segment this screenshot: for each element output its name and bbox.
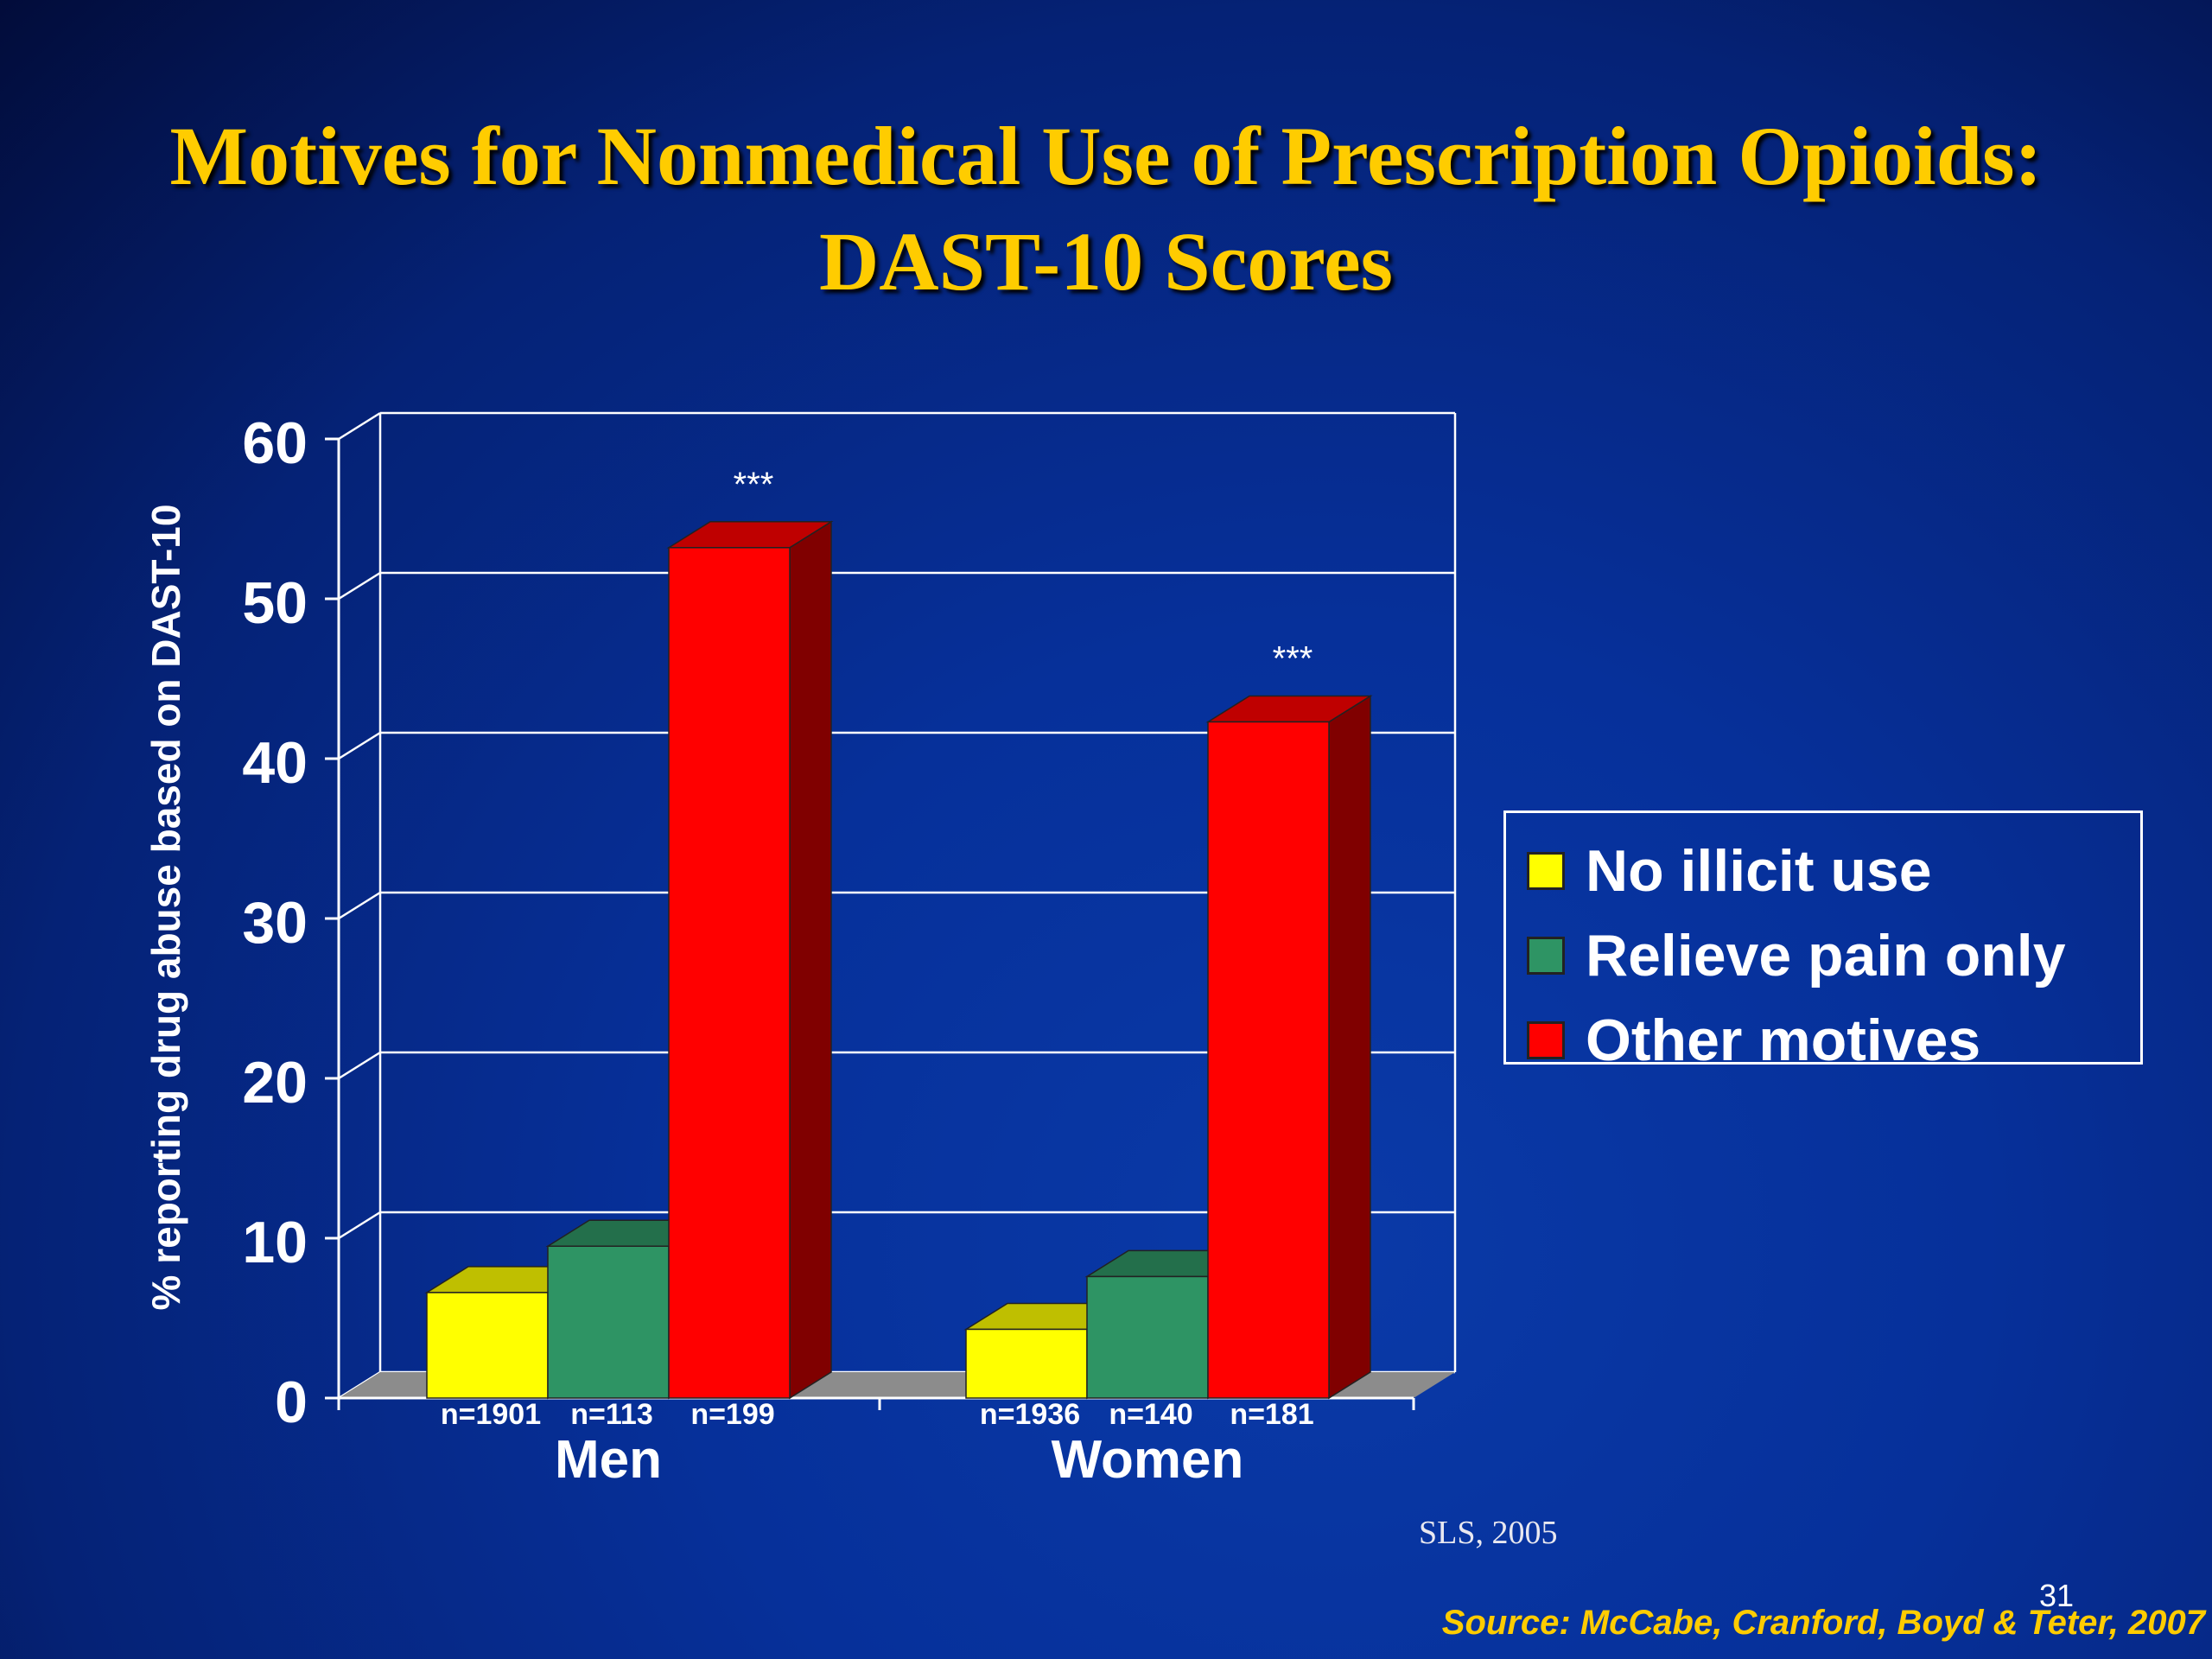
significance-annotation: *** (1273, 639, 1313, 677)
bar-n-label: n=1936 (980, 1398, 1080, 1431)
legend-item-other-motives: Other motives (1506, 998, 2140, 1083)
gridline-side (338, 891, 381, 920)
y-tick-label: 50 (242, 570, 308, 636)
bar-n-label: n=181 (1230, 1398, 1313, 1431)
legend-label: Relieve pain only (1586, 923, 2066, 988)
legend-item-no-illicit-use: No illicit use (1506, 829, 2140, 913)
y-tick-label: 40 (242, 730, 308, 796)
bar-n-label: n=113 (570, 1398, 652, 1431)
title-line-2: DAST-10 Scores (818, 215, 1394, 308)
gridline-side (338, 411, 381, 441)
bar (1086, 1275, 1209, 1399)
significance-annotation: *** (734, 466, 774, 504)
chart-legend: No illicit use Relieve pain only Other m… (1503, 810, 2143, 1073)
legend-item-relieve-pain-only: Relieve pain only (1506, 913, 2140, 998)
source-citation: Source: McCabe, Cranford, Boyd & Teter, … (1441, 1604, 2205, 1642)
legend-swatch-no-illicit-use (1527, 852, 1565, 890)
title-line-1: Motives for Nonmedical Use of Prescripti… (169, 110, 2043, 202)
bar-side (1328, 695, 1371, 1400)
y-tick-label: 0 (275, 1370, 308, 1435)
bar (668, 547, 791, 1399)
legend-swatch-other-motives (1527, 1021, 1565, 1059)
page-number: 31 (2039, 1578, 2075, 1613)
bar-side (789, 520, 832, 1400)
slide-credit: SLS, 2005 (1419, 1515, 1558, 1551)
bar (965, 1328, 1088, 1399)
bar-n-label: n=1901 (441, 1398, 541, 1431)
slide-title: Motives for Nonmedical Use of Prescripti… (0, 104, 2212, 315)
bar (547, 1245, 670, 1399)
bar (1207, 721, 1330, 1399)
gridline-side (338, 1051, 381, 1080)
legend-label: Other motives (1586, 1007, 1981, 1073)
y-tick-label: 30 (242, 890, 308, 956)
bar-n-label: n=199 (690, 1398, 774, 1431)
y-tick-label: 20 (242, 1050, 308, 1116)
x-category-label: Men (555, 1430, 662, 1490)
legend-label: No illicit use (1586, 838, 1932, 904)
bar (426, 1292, 549, 1399)
x-category-label: Women (1052, 1430, 1244, 1490)
gridline-side (338, 571, 381, 601)
y-tick-label: 10 (242, 1210, 308, 1275)
y-axis-label: % reporting drug abuse based on DAST-10 (143, 505, 188, 1311)
bar-n-label: n=140 (1109, 1398, 1192, 1431)
gridline-side (338, 1211, 381, 1240)
gridline-side (338, 731, 381, 760)
legend-swatch-relieve-pain-only (1527, 937, 1565, 975)
y-tick-label: 60 (242, 410, 308, 476)
